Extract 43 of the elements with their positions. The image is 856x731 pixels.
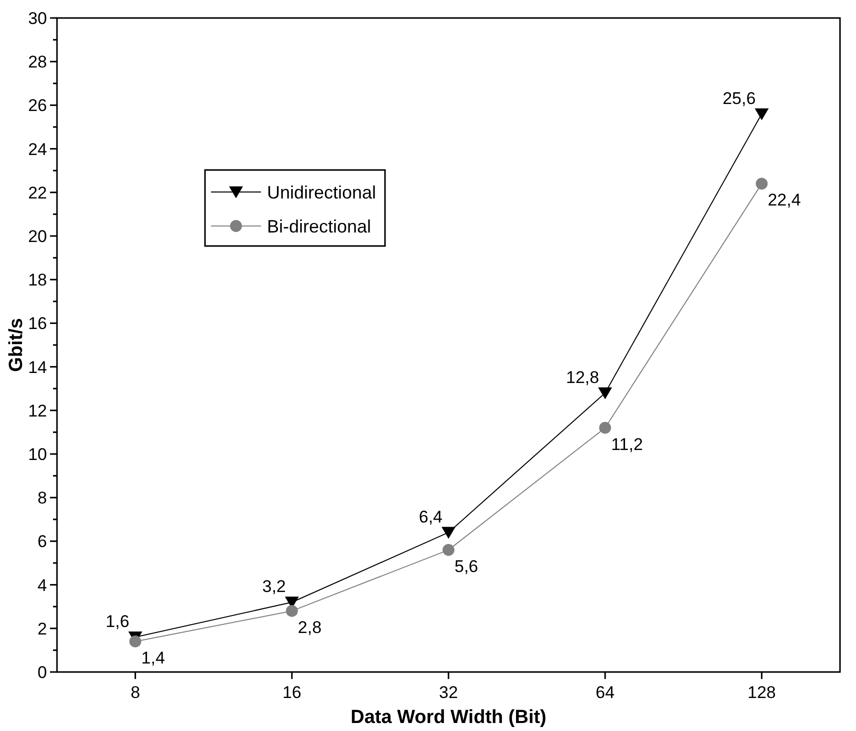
y-tick-label: 30 bbox=[28, 8, 47, 28]
x-tick-label: 32 bbox=[439, 683, 458, 702]
point bbox=[599, 422, 612, 434]
data-label: 3,2 bbox=[262, 577, 286, 596]
y-tick-label: 28 bbox=[28, 52, 47, 72]
y-tick-label: 4 bbox=[38, 576, 47, 595]
data-label: 25,6 bbox=[722, 88, 756, 108]
y-tick-label: 2 bbox=[38, 619, 47, 638]
data-label: 2,8 bbox=[298, 618, 322, 637]
data-label: 11,2 bbox=[611, 434, 643, 454]
x-tick-label: 128 bbox=[748, 683, 776, 702]
x-tick-label: 16 bbox=[282, 683, 302, 702]
data-label: 6,4 bbox=[418, 507, 442, 526]
y-tick-label: 14 bbox=[28, 358, 47, 377]
data-label: 5,6 bbox=[454, 556, 478, 576]
y-tick-label: 16 bbox=[28, 314, 47, 334]
x-axis-title: Data Word Width (Bit) bbox=[350, 707, 546, 728]
x-tick-label: 64 bbox=[596, 683, 615, 702]
x-tick-label: 8 bbox=[130, 683, 140, 702]
point bbox=[442, 544, 454, 556]
data-label: 1,4 bbox=[141, 648, 165, 668]
point bbox=[598, 387, 612, 400]
y-tick-label: 8 bbox=[38, 488, 47, 508]
y-tick-label: 26 bbox=[28, 96, 47, 116]
y-tick-label: 0 bbox=[38, 662, 47, 682]
y-tick-label: 12 bbox=[28, 401, 47, 420]
y-tick-label: 20 bbox=[28, 226, 47, 246]
point bbox=[754, 108, 769, 120]
y-tick-label: 10 bbox=[28, 444, 47, 464]
y-axis-title: Gbit/s bbox=[6, 318, 27, 372]
data-label: 1,6 bbox=[106, 612, 130, 632]
data-label: 22,4 bbox=[768, 190, 801, 210]
y-tick-label: 22 bbox=[28, 183, 47, 202]
y-tick-label: 6 bbox=[38, 532, 47, 552]
point bbox=[129, 636, 142, 648]
legend-label: Bi-directional bbox=[267, 216, 372, 236]
y-tick-label: 18 bbox=[28, 270, 47, 290]
y-tick-label: 24 bbox=[28, 140, 47, 159]
legend-label: Unidirectional bbox=[267, 182, 376, 202]
point bbox=[442, 526, 456, 539]
point bbox=[756, 178, 768, 190]
point bbox=[286, 605, 298, 617]
data-label: 12,8 bbox=[566, 368, 600, 387]
